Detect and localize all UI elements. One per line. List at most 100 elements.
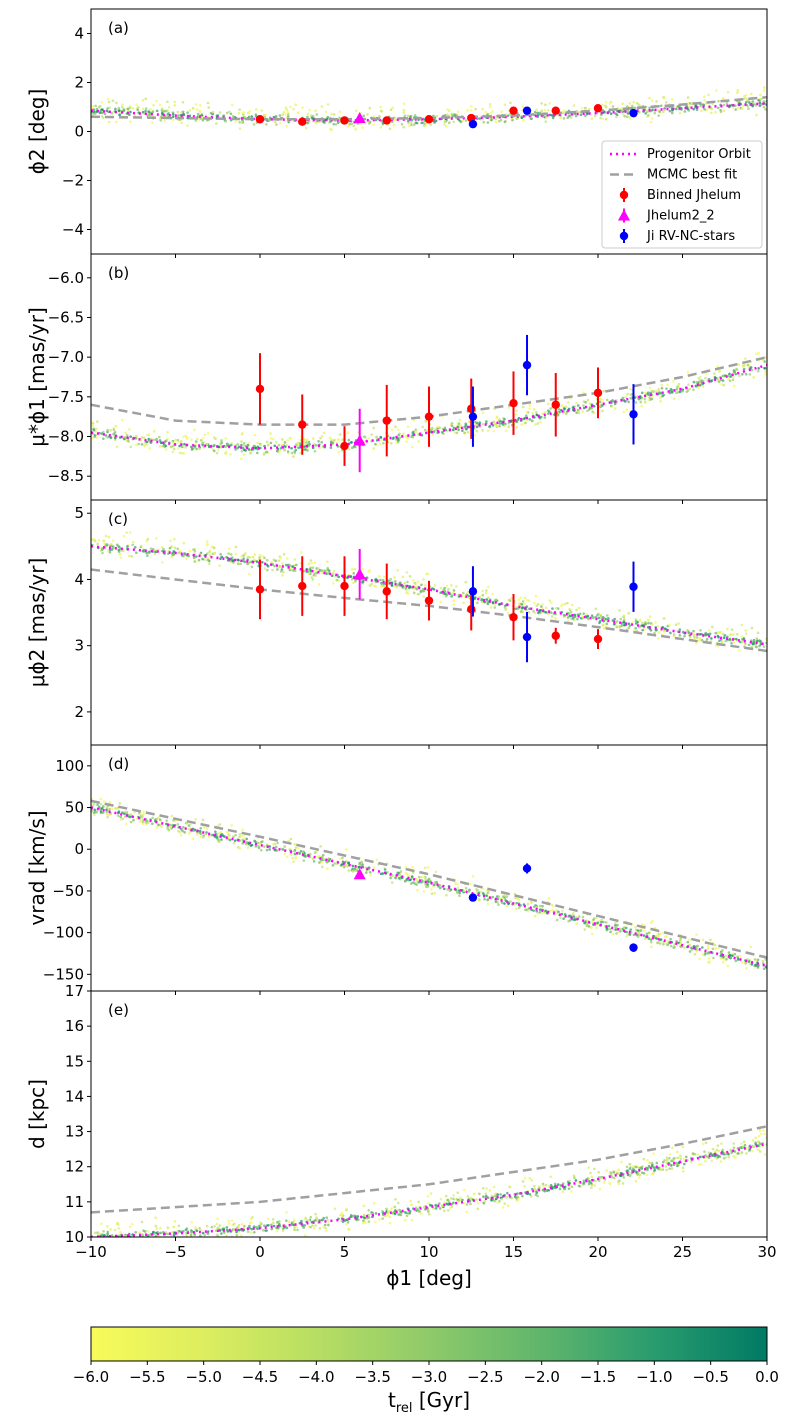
stream-particle	[173, 104, 177, 107]
stream-particle	[762, 1129, 765, 1132]
stream-particle	[123, 812, 126, 816]
stream-particle	[704, 376, 707, 380]
stream-particle	[206, 556, 210, 560]
stream-particle	[670, 98, 674, 101]
stream-particle	[185, 1233, 188, 1237]
stream-particle	[710, 637, 713, 640]
stream-particle	[647, 398, 650, 402]
stream-particle	[614, 1170, 618, 1173]
stream-particle	[128, 531, 132, 534]
stream-particle	[490, 1198, 493, 1202]
stream-particle	[728, 633, 732, 637]
stream-particle	[680, 108, 683, 111]
stream-particle	[440, 431, 444, 434]
stream-particle	[496, 900, 499, 904]
stream-particle	[191, 107, 195, 110]
stream-particle	[273, 120, 277, 124]
stream-particle	[719, 956, 723, 960]
stream-particle	[403, 1218, 407, 1222]
stream-particle	[471, 874, 475, 878]
stream-particle	[494, 1192, 497, 1195]
stream-particle	[586, 398, 590, 402]
data-point	[468, 119, 478, 129]
colorbar-tick-label: −0.5	[692, 1368, 728, 1386]
stream-particle	[748, 373, 752, 376]
stream-particle	[397, 1213, 400, 1216]
stream-particle	[668, 109, 672, 113]
stream-particle	[238, 108, 241, 111]
stream-particle	[515, 907, 518, 911]
stream-particle	[148, 112, 151, 116]
stream-particle	[140, 1220, 144, 1224]
stream-particle	[493, 603, 497, 607]
stream-particle	[216, 838, 220, 841]
stream-particle	[166, 113, 170, 116]
stream-particle	[589, 1171, 592, 1175]
stream-particle	[412, 587, 415, 591]
stream-particle	[695, 381, 698, 384]
stream-particle	[247, 572, 251, 576]
stream-particle	[129, 445, 133, 449]
stream-particle	[686, 940, 690, 944]
stream-particle	[592, 918, 595, 921]
stream-particle	[634, 619, 638, 623]
x-tick-label: 0	[255, 1243, 265, 1261]
stream-particle	[629, 387, 632, 391]
stream-particle	[433, 892, 437, 895]
stream-particle	[99, 797, 103, 801]
stream-particle	[201, 441, 204, 445]
stream-particle	[696, 1152, 700, 1156]
stream-particle	[180, 451, 184, 455]
colorbar: −6.0 −5.5 −5.0 −4.5 −4.0 −3.5 −3.0 −2.5 −2.0 −1.5…	[73, 1326, 779, 1416]
stream-particle	[118, 802, 122, 805]
stream-particle	[293, 558, 297, 561]
stream-particle	[317, 567, 320, 570]
stream-particle	[484, 591, 488, 595]
stream-particle	[669, 387, 673, 391]
stream-particle	[230, 1219, 234, 1222]
stream-particle	[284, 106, 288, 109]
stream-particle	[364, 436, 367, 439]
stream-particle	[375, 858, 379, 862]
stream-particle	[666, 383, 669, 387]
stream-particle	[286, 115, 290, 118]
stream-particle	[111, 99, 115, 103]
stream-particle	[508, 1185, 512, 1189]
stream-particle	[362, 1204, 366, 1208]
stream-particle	[188, 109, 191, 112]
stream-particle	[215, 835, 219, 838]
stream-particle	[379, 109, 383, 113]
stream-particle	[521, 610, 525, 614]
stream-particle	[365, 576, 369, 579]
stream-particle	[695, 946, 699, 950]
stream-particle	[481, 423, 484, 426]
stream-particle	[415, 121, 419, 125]
stream-particle	[272, 842, 275, 846]
stream-particle	[615, 932, 618, 935]
stream-particle	[533, 601, 536, 605]
stream-particle	[620, 106, 623, 110]
stream-particle	[554, 616, 557, 620]
stream-particle	[648, 396, 652, 399]
stream-particle	[577, 411, 581, 415]
stream-particle	[224, 436, 228, 440]
stream-particle	[364, 871, 368, 874]
stream-particle	[162, 547, 165, 551]
stream-particle	[237, 111, 241, 115]
stream-particle	[434, 870, 438, 874]
stream-particle	[416, 580, 420, 583]
data-point	[593, 388, 603, 398]
stream-particle	[469, 109, 473, 112]
stream-particle	[277, 443, 281, 447]
stream-particle	[517, 598, 521, 602]
stream-particle	[529, 117, 533, 120]
stream-particle	[380, 585, 383, 588]
stream-particle	[478, 1192, 481, 1196]
stream-particle	[544, 610, 547, 614]
stream-particle	[241, 559, 245, 563]
stream-particle	[727, 105, 731, 109]
stream-particle	[547, 410, 551, 414]
stream-particle	[597, 1171, 600, 1174]
stream-particle	[92, 813, 96, 817]
stream-particle	[210, 1225, 214, 1229]
